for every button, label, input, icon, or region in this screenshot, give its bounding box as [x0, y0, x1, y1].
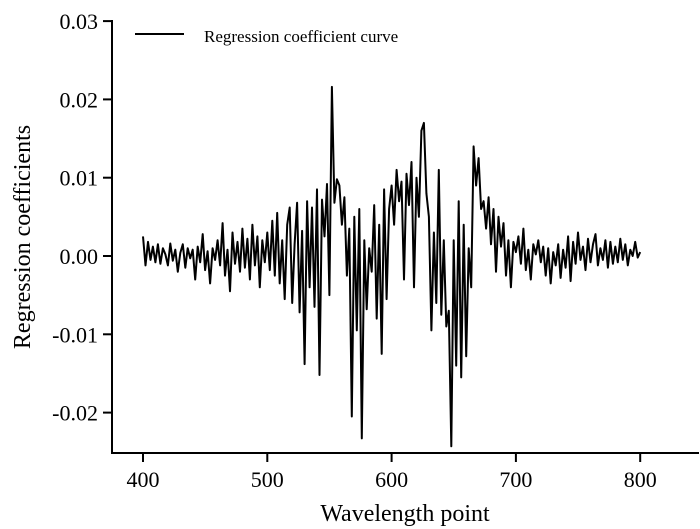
legend-entry-label: Regression coefficient curve	[204, 27, 398, 46]
plot-area	[142, 85, 642, 448]
x-tick-label: 700	[499, 467, 532, 492]
y-tick-label: -0.02	[52, 401, 98, 426]
x-ticks: 400 500 600 700 800	[127, 453, 657, 492]
x-axis-title: Wavelength point	[320, 501, 490, 527]
y-ticks: 0.03 0.02 0.01 0.00 -0.01 -0.02	[52, 9, 112, 426]
x-tick-label: 600	[375, 467, 408, 492]
y-tick-label: 0.02	[60, 87, 99, 112]
x-tick-label: 500	[251, 467, 284, 492]
x-tick-label: 400	[127, 467, 160, 492]
y-tick-label: 0.01	[60, 166, 99, 191]
y-tick-label: 0.03	[60, 9, 99, 34]
legend: Regression coefficient curve	[135, 27, 398, 46]
series-line-regression-coefficient-curve	[142, 85, 642, 448]
y-tick-label: -0.01	[52, 322, 98, 347]
y-axis-title: Regression coefficients	[10, 125, 36, 349]
y-tick-label: 0.00	[60, 244, 99, 269]
x-tick-label: 800	[624, 467, 657, 492]
